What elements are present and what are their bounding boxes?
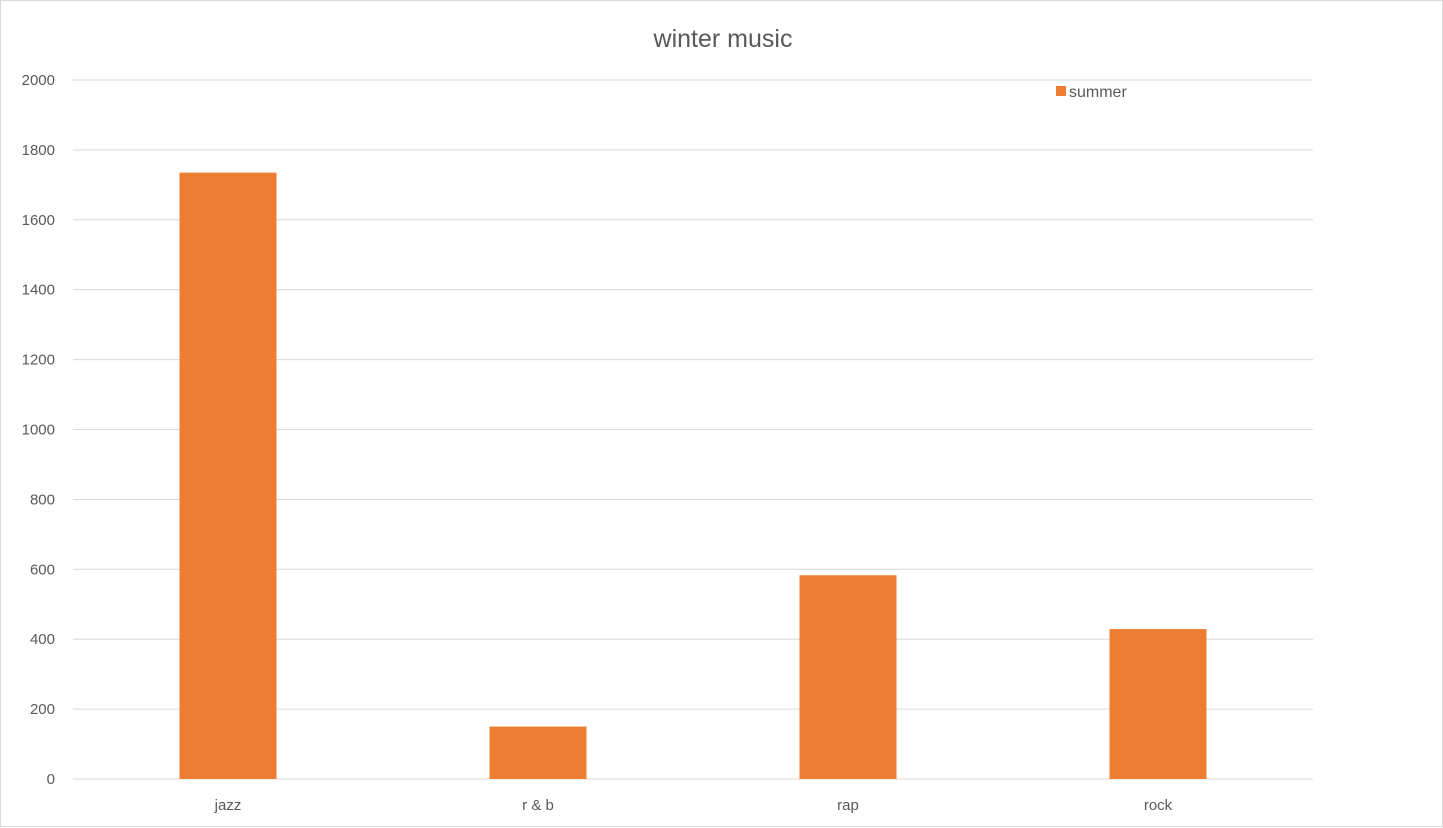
y-axis-tick-labels: 0 200 400 600 800 1000 1200 1400 1600 1800 2000: [22, 72, 55, 788]
y-tick-label: 200: [30, 701, 55, 718]
bar-rock: [1109, 629, 1207, 779]
x-tick-label: r & b: [522, 797, 554, 814]
x-tick-label: rap: [837, 797, 859, 814]
y-tick-label: 600: [30, 561, 55, 578]
x-axis-tick-labels: jazz r & b rap rock: [214, 797, 1173, 814]
gridlines: [73, 79, 1313, 780]
bar-r-b: [489, 726, 587, 779]
bar-rap: [799, 575, 897, 779]
legend-swatch-summer: [1056, 86, 1066, 96]
legend: summer: [1056, 84, 1127, 101]
y-tick-label: 1800: [22, 142, 55, 159]
x-tick-label: rock: [1144, 797, 1173, 814]
y-tick-label: 1000: [22, 422, 55, 439]
bars: [179, 172, 1207, 779]
x-tick-label: jazz: [214, 797, 242, 814]
y-tick-label: 1400: [22, 282, 55, 299]
y-tick-label: 1200: [22, 352, 55, 369]
bar-jazz: [179, 172, 277, 779]
y-tick-label: 1600: [22, 212, 55, 229]
y-tick-label: 800: [30, 491, 55, 508]
chart-title: winter music: [653, 25, 793, 53]
legend-label-summer: summer: [1069, 84, 1127, 101]
y-tick-label: 2000: [22, 72, 55, 89]
y-tick-label: 0: [47, 771, 55, 788]
y-tick-label: 400: [30, 631, 55, 648]
